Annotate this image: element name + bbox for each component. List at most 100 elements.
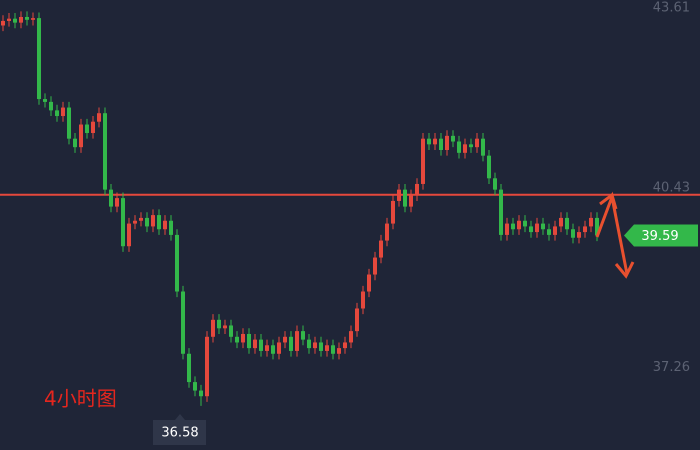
candle-body bbox=[451, 135, 455, 142]
candle-body bbox=[211, 319, 215, 337]
candle-body bbox=[535, 223, 539, 233]
candle-body bbox=[139, 217, 143, 221]
candle-body bbox=[109, 189, 113, 207]
candle-body bbox=[307, 339, 311, 349]
candle-body bbox=[253, 339, 257, 349]
candle-body bbox=[217, 319, 221, 329]
candle-body bbox=[79, 124, 83, 148]
candle-body bbox=[1, 20, 5, 26]
candle-body bbox=[475, 138, 479, 148]
candle-body bbox=[163, 220, 167, 230]
candle-body bbox=[61, 107, 65, 117]
candle-body bbox=[271, 345, 275, 354]
candle-body bbox=[85, 124, 89, 134]
candle-body bbox=[409, 195, 413, 207]
candle-body bbox=[553, 226, 557, 235]
candle-body bbox=[229, 325, 233, 337]
candle-body bbox=[313, 342, 317, 349]
forecast-arrow bbox=[595, 191, 629, 275]
candle-body bbox=[319, 342, 323, 351]
candle-body bbox=[133, 220, 137, 224]
low-marker-box bbox=[153, 414, 206, 445]
candle-body bbox=[427, 138, 431, 145]
candle-body bbox=[595, 217, 599, 236]
candle-body bbox=[91, 121, 95, 134]
candle-body bbox=[121, 198, 125, 247]
candle-body bbox=[169, 220, 173, 235]
candle-body bbox=[367, 274, 371, 292]
candle-body bbox=[565, 217, 569, 230]
candle-body bbox=[517, 220, 521, 230]
candle-body bbox=[349, 331, 353, 343]
candle-body bbox=[589, 217, 593, 227]
candle-body bbox=[295, 331, 299, 351]
candle-body bbox=[175, 234, 179, 292]
candle-body bbox=[481, 138, 485, 156]
candle-body bbox=[361, 291, 365, 309]
candle-body bbox=[259, 339, 263, 351]
candle-body bbox=[127, 223, 131, 247]
candle-body bbox=[235, 336, 239, 343]
candle-body bbox=[385, 223, 389, 241]
candle-body bbox=[241, 333, 245, 343]
arrow-head bbox=[599, 192, 618, 210]
candle-body bbox=[193, 382, 197, 391]
candle-body bbox=[331, 345, 335, 354]
y-tick-label: 40.43 bbox=[653, 180, 690, 195]
candle-body bbox=[463, 144, 467, 153]
candle-body bbox=[541, 223, 545, 230]
candle-body bbox=[247, 333, 251, 349]
candle-body bbox=[337, 348, 341, 354]
candle-body bbox=[373, 257, 377, 275]
candle-body bbox=[103, 113, 107, 190]
candle-body bbox=[97, 113, 101, 122]
candle-body bbox=[25, 16, 29, 20]
candle-body bbox=[559, 217, 563, 227]
candle-body bbox=[55, 110, 59, 117]
candle-body bbox=[547, 229, 551, 235]
candle-body bbox=[205, 336, 209, 397]
low-marker-label: 36.58 bbox=[161, 426, 198, 441]
candle-body bbox=[571, 229, 575, 238]
candle-body bbox=[379, 240, 383, 258]
y-tick-label: 43.61 bbox=[653, 0, 690, 15]
candle-body bbox=[13, 18, 17, 23]
candle-body bbox=[343, 342, 347, 349]
candle-body bbox=[43, 99, 47, 102]
y-tick-label: 37.26 bbox=[653, 360, 690, 375]
candle-body bbox=[445, 135, 449, 150]
candle-body bbox=[151, 215, 155, 227]
candle-body bbox=[355, 308, 359, 332]
candle-body bbox=[223, 325, 227, 329]
candle-body bbox=[469, 144, 473, 148]
candle-body bbox=[397, 189, 401, 201]
candle-body bbox=[49, 101, 53, 111]
candle-body bbox=[199, 390, 203, 397]
candle-body bbox=[67, 107, 71, 139]
candle-body bbox=[301, 331, 305, 340]
candle-body bbox=[187, 353, 191, 383]
candle-body bbox=[37, 18, 41, 100]
candle-body bbox=[415, 183, 419, 196]
candle-body bbox=[157, 215, 161, 230]
candle-body bbox=[7, 18, 11, 21]
candle-body bbox=[577, 232, 581, 238]
price-tag bbox=[624, 224, 698, 247]
candle-body bbox=[325, 345, 329, 351]
candle-body bbox=[487, 155, 491, 179]
arrow-head bbox=[614, 261, 635, 279]
candle-body bbox=[115, 198, 119, 207]
candle-body bbox=[457, 141, 461, 153]
candle-body bbox=[277, 342, 281, 354]
candle-body bbox=[421, 138, 425, 184]
candle-body bbox=[73, 138, 77, 148]
candle-body bbox=[391, 200, 395, 224]
candle-body bbox=[493, 178, 497, 190]
candle-body bbox=[403, 189, 407, 207]
candle-body bbox=[19, 16, 23, 23]
candle-body bbox=[505, 223, 509, 235]
price-tag-label: 39.59 bbox=[641, 229, 678, 244]
candle-body bbox=[583, 226, 587, 233]
